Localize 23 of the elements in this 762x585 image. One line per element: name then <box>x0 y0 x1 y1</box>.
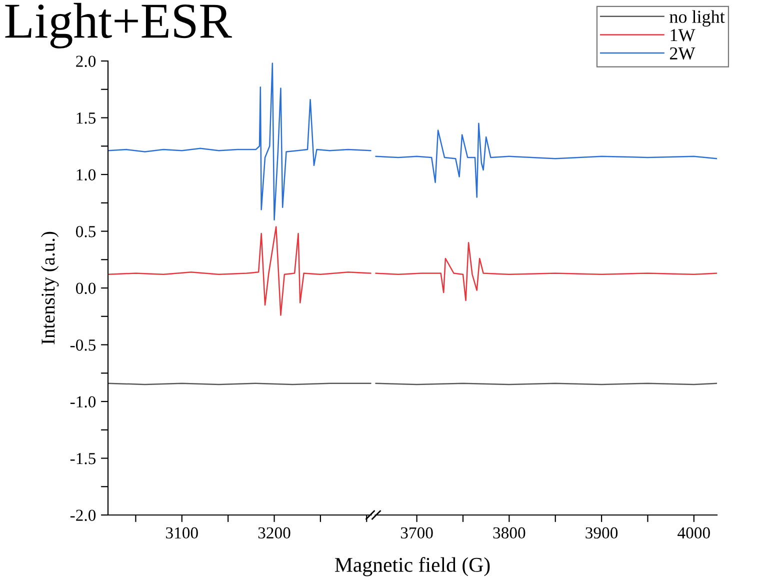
x-axis-title: Magnetic field (G) <box>335 557 490 576</box>
y-tick-label: 2.0 <box>76 56 96 68</box>
legend-label: 2W <box>670 47 696 60</box>
legend-label: no light <box>670 10 725 27</box>
y-axis-title: Intensity (a.u.) <box>41 232 59 344</box>
x-tick-label: 4000 <box>678 527 710 539</box>
line-series <box>108 226 372 316</box>
x-tick-label: 3200 <box>258 527 290 539</box>
x-tick-label: 3100 <box>166 527 198 539</box>
legend-label: 1W <box>670 29 696 42</box>
y-tick-label: -1.5 <box>70 453 96 464</box>
x-tick-label: 3900 <box>586 527 618 539</box>
chart-title: Light+ESR <box>5 2 232 48</box>
line-series <box>108 62 372 221</box>
y-tick-label: -2.0 <box>70 510 96 522</box>
y-tick-label: 1.5 <box>76 112 96 124</box>
y-tick-label: 0.0 <box>76 282 96 294</box>
x-tick-label: 3800 <box>493 527 526 539</box>
x-tick-label: 3700 <box>400 527 433 539</box>
y-tick-label: -0.5 <box>70 339 96 351</box>
y-tick-label: 0.5 <box>76 226 96 238</box>
y-tick-label: 1.0 <box>76 169 96 181</box>
y-tick-label: -1.0 <box>70 396 96 408</box>
